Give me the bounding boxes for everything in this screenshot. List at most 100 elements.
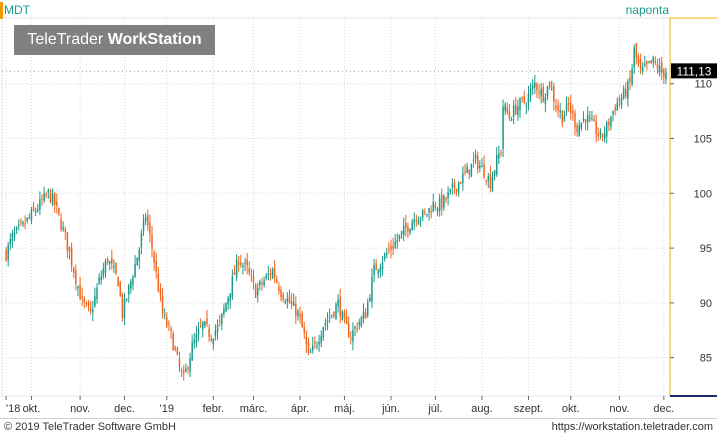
candle-body xyxy=(333,312,335,317)
candle-body xyxy=(362,312,365,319)
candle-body xyxy=(593,119,595,122)
candle-body xyxy=(22,221,24,225)
candle-body xyxy=(544,97,547,104)
candle-body xyxy=(629,77,631,83)
last-price-marker: 111,13 xyxy=(671,63,717,79)
candle-body xyxy=(595,121,597,135)
candle-body xyxy=(221,313,223,325)
candle-body xyxy=(347,323,350,338)
candle-body xyxy=(155,261,157,272)
candle-body xyxy=(472,159,475,161)
candle-body xyxy=(339,296,341,317)
candle-body xyxy=(265,275,267,279)
candle-body xyxy=(322,327,325,338)
candle-body xyxy=(610,116,612,127)
x-tick-label: nov. xyxy=(609,403,629,415)
candle-body xyxy=(519,98,521,111)
candle-body xyxy=(586,114,589,123)
candle-body xyxy=(430,211,432,213)
candle-body xyxy=(32,206,35,211)
candle-body xyxy=(159,288,162,296)
candle-body xyxy=(104,261,107,274)
candle-body xyxy=(314,341,316,344)
candle-body xyxy=(261,282,263,285)
candle-body xyxy=(318,341,320,345)
candle-body xyxy=(350,337,352,339)
candle-body xyxy=(242,265,244,267)
candle-body xyxy=(111,257,113,264)
candle-body xyxy=(303,327,306,333)
candle-body xyxy=(489,173,492,189)
candle-body xyxy=(447,192,449,199)
candle-body xyxy=(335,304,337,319)
candle-body xyxy=(295,303,297,317)
candle-body xyxy=(563,114,566,122)
candle-body xyxy=(225,302,227,312)
candle-body xyxy=(521,97,523,99)
candle-body xyxy=(328,317,331,319)
candle-body xyxy=(30,209,33,222)
candle-body xyxy=(58,207,60,214)
x-tick-label: aug. xyxy=(471,403,492,415)
candle-body xyxy=(20,221,22,223)
candle-body xyxy=(98,277,100,284)
candle-body xyxy=(483,164,485,178)
candle-body xyxy=(176,347,179,355)
candle-body xyxy=(462,173,464,184)
candle-body xyxy=(191,342,193,361)
candle-body xyxy=(449,188,451,192)
candle-body xyxy=(479,165,481,169)
candle-body xyxy=(639,59,642,69)
candle-body xyxy=(174,347,177,350)
candle-body xyxy=(87,302,90,306)
candle-body xyxy=(227,297,229,305)
candle-body xyxy=(113,266,115,268)
source-url[interactable]: https://workstation.teletrader.com xyxy=(551,421,713,433)
candle-body xyxy=(231,276,234,298)
candle-body xyxy=(582,118,585,121)
candle-body xyxy=(24,223,26,225)
candle-body xyxy=(168,323,170,326)
interval-label[interactable]: naponta xyxy=(625,3,669,17)
candle-body xyxy=(273,267,276,278)
candle-body xyxy=(271,269,274,279)
candle-body xyxy=(254,284,257,298)
candle-body xyxy=(413,219,416,224)
candle-body xyxy=(546,86,549,97)
candle-body xyxy=(189,358,191,372)
candle-body xyxy=(115,262,117,274)
candle-body xyxy=(432,201,435,212)
grid-lines xyxy=(1,17,671,397)
candle-body xyxy=(136,257,138,266)
candle-body xyxy=(457,182,460,193)
candle-body xyxy=(197,329,200,335)
candle-body xyxy=(130,280,132,289)
candle-body xyxy=(658,65,661,73)
candle-body xyxy=(601,133,604,137)
candle-body xyxy=(193,339,196,344)
candle-body xyxy=(311,345,314,351)
candle-body xyxy=(248,267,251,273)
candle-body xyxy=(383,253,386,260)
candle-body xyxy=(652,56,655,63)
candle-body xyxy=(468,169,470,175)
candle-body xyxy=(85,303,88,305)
candle-body xyxy=(170,328,172,331)
candle-body xyxy=(603,133,606,138)
candle-body xyxy=(578,125,580,137)
candle-body xyxy=(500,152,502,154)
candle-body xyxy=(117,277,119,287)
candle-body xyxy=(37,209,39,211)
y-axis: 85 90 95 100 105 110 xyxy=(669,17,717,397)
candle-body xyxy=(648,61,650,63)
candle-body xyxy=(180,370,183,372)
candle-body xyxy=(68,246,71,252)
candle-body xyxy=(163,314,166,316)
candle-body xyxy=(244,262,246,264)
candle-body xyxy=(548,82,551,88)
candle-body xyxy=(307,342,310,354)
candle-body xyxy=(41,198,43,200)
candle-body xyxy=(529,88,532,96)
teletrader-logo: TeleTrader WorkStation xyxy=(14,25,215,55)
candle-body xyxy=(102,269,105,277)
